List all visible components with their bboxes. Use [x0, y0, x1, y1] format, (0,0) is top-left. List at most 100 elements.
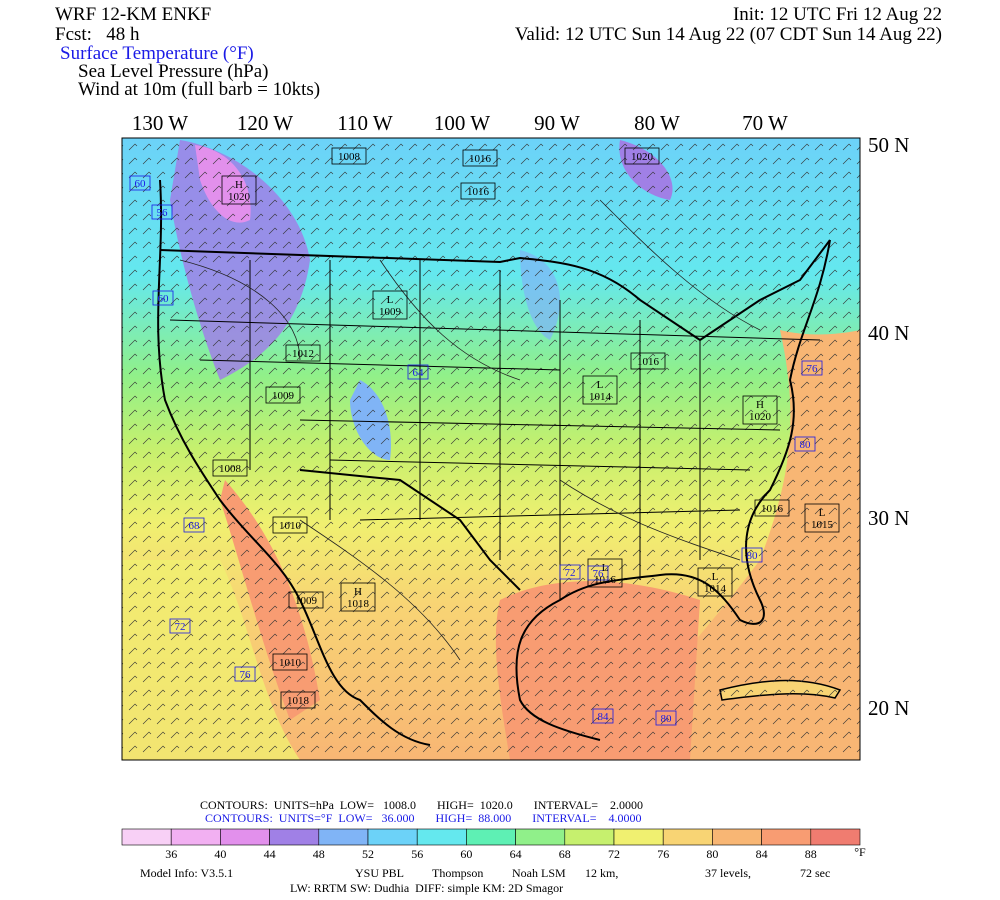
pressure-label-box	[212, 459, 248, 477]
pressure-label-box	[280, 691, 316, 709]
temperature-label: 64	[413, 367, 425, 379]
temperature-label: 80	[747, 550, 759, 562]
pressure-label: H 1018	[347, 586, 370, 610]
colorbar-segment	[416, 828, 467, 846]
pressure-label-box	[462, 149, 498, 167]
temperature-label-box	[183, 517, 205, 533]
pressure-label: 1009	[272, 390, 295, 402]
colorbar-segment	[170, 828, 221, 846]
init-time: Init: 12 UTC Fri 12 Aug 22	[733, 4, 942, 25]
pressure-label-box	[288, 591, 324, 609]
colorbar-tick-label: 72	[608, 847, 620, 861]
pressure-label: 1010	[279, 520, 302, 532]
model-info-item: 37 levels,	[705, 866, 751, 880]
colorbar-tick-label: 68	[559, 847, 571, 861]
pressure-label-box	[804, 503, 840, 533]
temperature-label: 56	[157, 207, 169, 219]
colorbar-tick-label: 36	[165, 847, 177, 861]
colorbar-tick-label: 88	[805, 847, 817, 861]
temperature-label: 76	[593, 568, 605, 580]
temperature-label: 72	[565, 567, 576, 579]
map-frame	[121, 137, 861, 761]
pressure-label: 1016	[469, 153, 492, 165]
temperature-contour-info: CONTOURS: UNITS=°F LOW= 36.000 HIGH= 88.…	[205, 811, 641, 825]
colorbar-unit: °F	[854, 845, 866, 859]
pressure-label-box	[697, 567, 733, 597]
pressure-label: 1008	[219, 463, 242, 475]
latitude-label: 40 N	[868, 321, 909, 345]
longitude-label: 130 W	[132, 111, 188, 135]
pressure-label: 1008	[338, 151, 361, 163]
pressure-label: 1016	[637, 356, 660, 368]
temperature-label-box	[169, 618, 191, 634]
pressure-label: 1016	[761, 503, 784, 515]
colorbar-tick-label: 60	[460, 847, 472, 861]
latitude-label: 20 N	[868, 696, 909, 720]
model-info: Model Info: V3.5.1 YSU PBL Thompson Noah LS…	[140, 866, 830, 880]
temperature-label-box	[129, 175, 151, 191]
pressure-label-box	[285, 344, 321, 362]
longitude-label: 80 W	[634, 111, 680, 135]
colorbar-segment	[564, 828, 615, 846]
pressure-label-box	[742, 395, 778, 425]
colorbar-tick-label: 52	[362, 847, 374, 861]
longitude-labels: 130 W 120 W 110 W 100 W 90 W 80 W 70 W	[132, 111, 788, 135]
pressure-label: 1018	[287, 695, 310, 707]
pressure-label-box	[331, 147, 367, 165]
temperature-label: 76	[807, 363, 819, 375]
longitude-label: 70 W	[742, 111, 788, 135]
colorbar-tick-label: 40	[214, 847, 226, 861]
field-title: Surface Temperature (°F)	[60, 43, 254, 64]
temperature-label-box	[234, 666, 256, 682]
latitude-label: 50 N	[868, 133, 909, 157]
temperature-label-box	[655, 710, 677, 726]
pressure-label: 1020	[631, 151, 654, 163]
colorbar-segment	[121, 828, 172, 846]
colorbar-segment	[367, 828, 418, 846]
map-field	[122, 138, 860, 760]
pressure-label: 1009	[295, 595, 318, 607]
temperature-label-box	[794, 436, 816, 452]
longitude-label: 100 W	[434, 111, 490, 135]
temperature-label: 68	[189, 520, 201, 532]
temperature-label: 80	[661, 713, 673, 725]
pressure-label-box	[582, 375, 618, 405]
colorbar-segment	[712, 828, 762, 846]
latitude-label: 30 N	[868, 506, 909, 530]
pressure-label: 1016	[467, 186, 490, 198]
pressure-label-box	[272, 653, 308, 671]
temperature-label-box	[801, 360, 823, 376]
model-info-item: Noah LSM	[512, 866, 566, 880]
colorbar-tick-label: 64	[510, 847, 522, 861]
model-info-item: YSU PBL	[355, 866, 404, 880]
colorbar-segment	[761, 828, 812, 846]
field-title: Wind at 10m (full barb = 10kts)	[78, 79, 320, 100]
latitude-labels: 50 N 40 N 30 N 20 N	[868, 133, 909, 720]
pressure-label: L 1009	[379, 294, 402, 318]
temperature-label: 60	[158, 293, 170, 305]
pressure-label-box	[460, 182, 496, 200]
pressure-label: L 1014	[589, 379, 612, 403]
pressure-label-box	[265, 386, 301, 404]
colorbar-segment	[220, 828, 270, 846]
pressure-label-box	[221, 175, 257, 205]
colorbar-segment	[613, 828, 664, 846]
longitude-label: 120 W	[237, 111, 293, 135]
longitude-label: 110 W	[337, 111, 393, 135]
colorbar-segment	[318, 828, 369, 846]
pressure-label: 1012	[292, 348, 314, 360]
pressure-contour-info: CONTOURS: UNITS=hPa LOW= 1008.0 HIGH= 10…	[200, 798, 643, 812]
physics-info: LW: RRTM SW: Dudhia DIFF: simple KM: 2D …	[290, 881, 563, 895]
model-info-item: Thompson	[432, 866, 483, 880]
colorbar-tick-label: 44	[264, 847, 276, 861]
pressure-label-box	[372, 290, 408, 320]
temperature-label-box	[587, 565, 609, 581]
temperature-label-box	[592, 708, 614, 724]
pressure-label: H 1020	[228, 179, 251, 203]
pressure-label-box	[754, 499, 790, 517]
pressure-label: L 1015	[811, 507, 834, 531]
temperature-label-box	[559, 564, 581, 580]
pressure-label: 1010	[279, 657, 302, 669]
temperature-label: 72	[175, 621, 186, 633]
temperature-label-box	[151, 204, 173, 220]
